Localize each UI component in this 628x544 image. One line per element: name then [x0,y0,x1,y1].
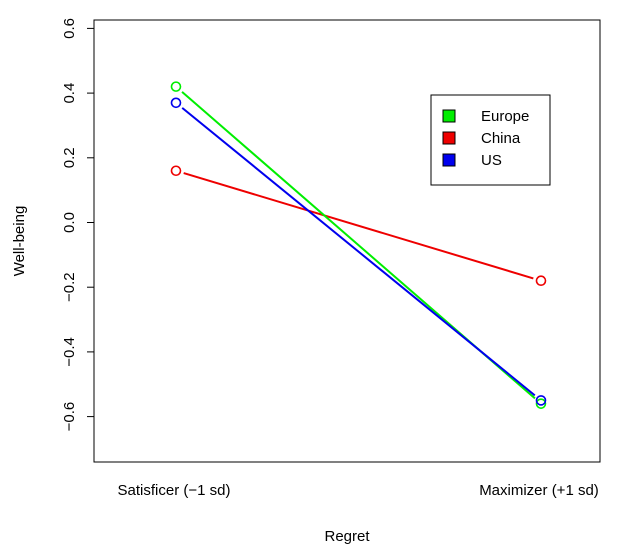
x-axis-tick-labels: Satisficer (−1 sd) Maximizer (+1 sd) [118,482,599,499]
y-tick-label: −0.4 [61,337,78,367]
y-axis: −0.6 −0.4 −0.2 0.0 0.2 0.4 0.6 [61,18,95,432]
y-tick-label: 0.6 [61,18,78,39]
series-line [183,172,534,280]
data-point [170,97,182,109]
y-tick-label: 0.2 [61,147,78,168]
legend-swatch [442,109,456,123]
series-line [181,107,536,397]
series-group [170,81,547,409]
series-us [170,97,547,406]
y-axis-title: Well-being [11,206,28,277]
data-point [535,395,547,406]
data-point [535,275,547,287]
legend: Europe China US [430,94,551,186]
legend-swatch [442,153,456,167]
legend-label: Europe [481,108,529,125]
legend-label: US [481,152,502,169]
data-point [535,398,547,409]
series-china [170,165,547,287]
y-tick-label: −0.2 [61,272,78,302]
y-tick-label: 0.0 [61,212,78,233]
legend-swatch [442,131,456,145]
x-tick-label: Satisficer (−1 sd) [118,482,231,499]
x-tick-label: Maximizer (+1 sd) [479,482,599,499]
data-point [170,81,182,92]
x-axis-title: Regret [324,528,370,544]
y-tick-label: 0.4 [61,83,78,104]
legend-label: China [481,130,521,147]
y-tick-label: −0.6 [61,402,78,432]
data-point [170,165,182,177]
